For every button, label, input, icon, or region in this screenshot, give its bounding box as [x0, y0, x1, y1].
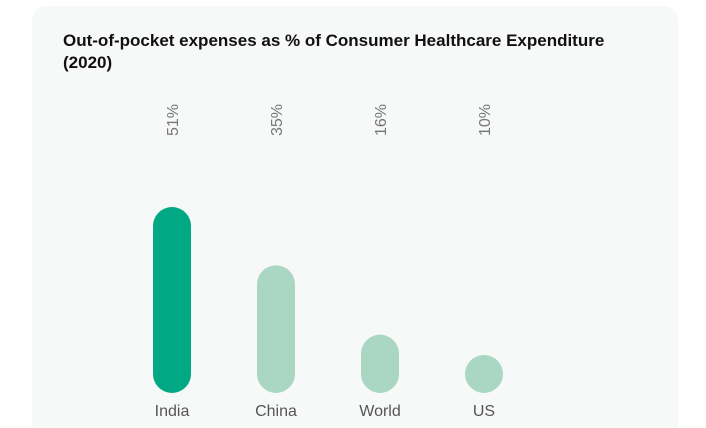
- chart-title: Out-of-pocket expenses as % of Consumer …: [63, 31, 605, 72]
- category-label-us: US: [473, 403, 495, 420]
- value-labels-layer: 51% 35% 16% 10%: [165, 104, 494, 136]
- bar-world: [361, 334, 399, 393]
- category-label-world: World: [359, 403, 401, 420]
- chart-card: [32, 6, 678, 428]
- category-label-india: India: [155, 403, 190, 420]
- bars-layer: [153, 207, 503, 393]
- bar-india: [153, 207, 191, 393]
- value-label-india: 51%: [165, 104, 182, 136]
- category-label-china: China: [255, 403, 297, 420]
- bar-us: [465, 355, 503, 393]
- value-label-china: 35%: [269, 104, 286, 136]
- value-label-world: 16%: [373, 104, 390, 136]
- category-labels-layer: India China World US: [155, 403, 495, 420]
- bar-china: [257, 265, 295, 393]
- value-label-us: 10%: [477, 104, 494, 136]
